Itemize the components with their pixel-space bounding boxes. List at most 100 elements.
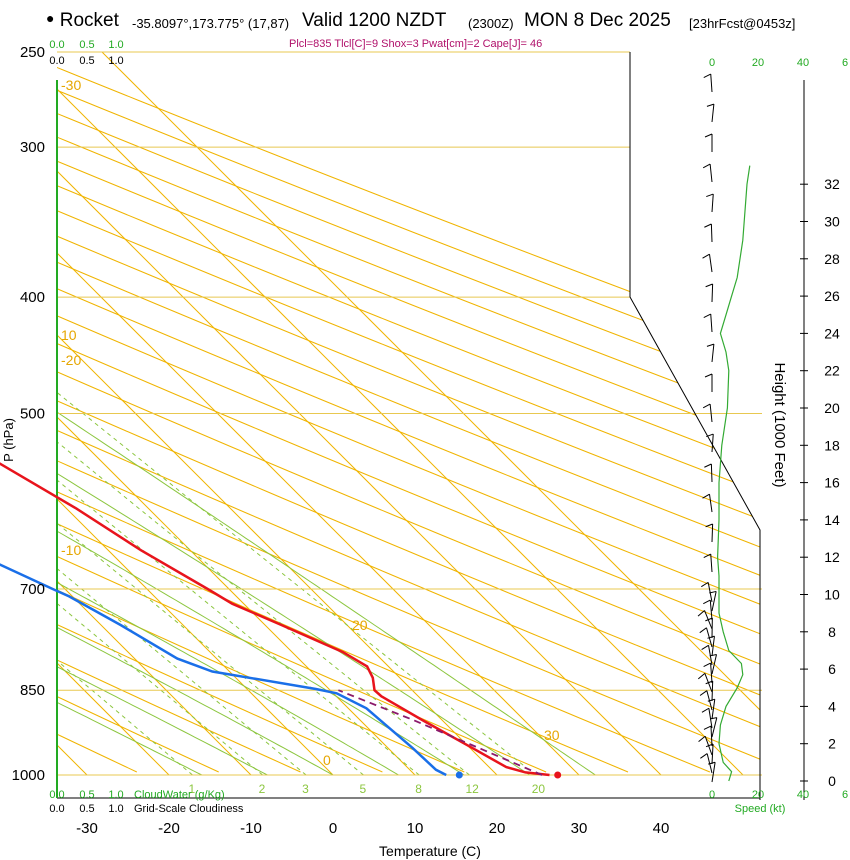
station-title: ● Rocket [46, 10, 119, 32]
wind-barb [711, 699, 716, 720]
dry-adiabat [57, 52, 629, 773]
wind-barb-flag [700, 753, 708, 759]
wind-speed-line [716, 165, 751, 782]
dewpoint-line [0, 563, 447, 777]
wind-barb-flag [705, 523, 713, 528]
height-tick-label: 2 [828, 736, 836, 752]
x-tick-label: -30 [76, 820, 98, 837]
mixing-ratio-label: 1 [189, 782, 196, 796]
station-dot-icon: ● [46, 10, 55, 26]
utc-time: (2300Z) [468, 16, 514, 31]
wind-barb-flag [697, 610, 705, 617]
height-tick-label: 28 [824, 251, 840, 267]
dry-adiabat [57, 52, 760, 773]
wind-barb-flag [702, 253, 710, 259]
moist-adiabat [57, 61, 203, 776]
wind-barb-flag [709, 654, 717, 657]
wind-barb-flag [702, 493, 710, 499]
height-tick-label: 26 [824, 288, 840, 304]
y-tick-label: 300 [20, 139, 45, 156]
cloudiness-tick-bottom: 0.0 [49, 803, 64, 815]
speed-tick-bottom: 6 [842, 789, 848, 801]
wind-barb-flag [705, 680, 713, 685]
cloudwater-tick-bottom: 0.5 [79, 789, 94, 801]
isotherm-label: 20 [352, 617, 368, 633]
wind-barb [708, 645, 713, 666]
wind-barb [711, 104, 715, 123]
moist-adiabat [57, 61, 465, 776]
cloudwater-tick-top: 0.0 [49, 39, 64, 51]
cloudiness-tick-top: 1.0 [108, 55, 123, 67]
surface-temp-marker [554, 771, 562, 779]
isotherm-label: 10 [61, 327, 77, 343]
wind-barb-flag [703, 313, 711, 318]
plot-border [629, 52, 761, 800]
wind-barb-flag [706, 433, 714, 438]
cloudwater-tick-top: 1.0 [108, 39, 123, 51]
speed-tick-top: 6 [842, 57, 848, 69]
wind-barb [708, 254, 713, 273]
dry-adiabat [57, 52, 711, 773]
wind-barb [709, 404, 713, 423]
y-tick-label: 500 [20, 406, 45, 423]
wind-barb-flag [707, 635, 715, 639]
wind-barb [708, 708, 713, 729]
moist-adiabat [57, 61, 531, 776]
wind-barb [711, 344, 715, 363]
wind-barb-flag [699, 627, 707, 634]
wind-barb [711, 680, 714, 702]
mixing-ratio-line [57, 296, 537, 776]
mixing-ratio-label: 3 [302, 782, 309, 796]
mixing-ratio-label: 8 [415, 782, 422, 796]
wind-barb-flag [704, 373, 713, 378]
wind-barb [711, 654, 717, 675]
stability-indices: Plcl=835 Tlcl[C]=9 Shox=3 Pwat[cm]=2 Cap… [289, 38, 543, 50]
x-tick-label: 30 [571, 820, 588, 837]
speed-tick-top: 20 [752, 57, 764, 69]
cloudwater-tick-bottom: 1.0 [108, 789, 123, 801]
y-tick-label: 400 [20, 289, 45, 306]
wind-barb [711, 717, 718, 738]
cloudwater-tick-top: 0.5 [79, 39, 94, 51]
dry-adiabat [57, 52, 760, 773]
surface-dewpoint-marker [455, 771, 463, 779]
wind-barb [711, 434, 714, 453]
height-tick-label: 20 [824, 400, 840, 416]
wind-barbs [697, 73, 718, 783]
forecast-hour: [23hrFcst@0453z] [689, 16, 796, 31]
height-tick-label: 12 [824, 549, 840, 565]
wind-barb-flag [701, 707, 710, 713]
mixing-ratio-label: 20 [532, 782, 546, 796]
cloudiness-axis-label: Grid-Scale Cloudiness [134, 803, 244, 815]
wind-barb-flag [708, 761, 716, 765]
isotherm-line [0, 52, 5, 775]
wind-barb [710, 554, 713, 573]
valid-time: Valid 1200 NZDT [302, 10, 447, 31]
wind-barb [709, 164, 713, 183]
speed-tick-top: 40 [797, 57, 809, 69]
y-tick-label: 700 [20, 581, 45, 598]
wind-barb [710, 74, 713, 93]
wind-barb-flag [699, 690, 708, 696]
wind-barb [710, 726, 713, 747]
dry-adiabat [57, 52, 760, 773]
mixing-ratio-line [57, 296, 193, 776]
moist-adiabat [57, 61, 399, 776]
moist-adiabat [57, 61, 334, 776]
wind-barb [708, 494, 713, 513]
wind-barb-flag [705, 617, 713, 622]
cloudwater-axis-label: CloudWater (g/Kg) [134, 789, 225, 801]
wind-barb [711, 523, 714, 543]
cloudiness-tick-bottom: 0.5 [79, 803, 94, 815]
wind-barb-flag [698, 735, 706, 742]
height-tick-label: 10 [824, 587, 840, 603]
wind-barb [711, 762, 716, 783]
wind-barb-flag [703, 553, 711, 558]
dry-adiabat [57, 52, 760, 773]
wind-barb-flag [704, 133, 713, 138]
dry-adiabat [57, 52, 465, 773]
y-tick-label: 1000 [12, 767, 45, 784]
dry-adiabat [57, 52, 760, 773]
x-axis-label: Temperature (C) [379, 843, 481, 859]
isotherm-line [57, 52, 416, 776]
